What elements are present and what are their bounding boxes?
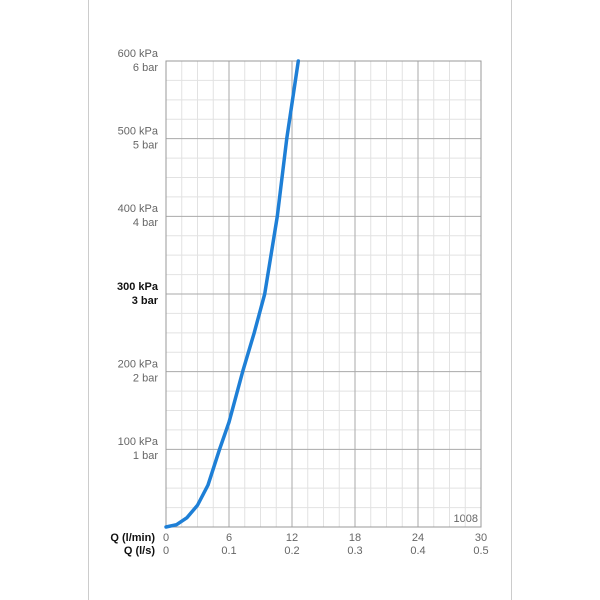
- x-tick-label: 30: [475, 532, 487, 544]
- annotation: 1008: [454, 513, 478, 525]
- x2-tick-label: 0: [163, 545, 169, 557]
- x-tick-label: 6: [226, 532, 232, 544]
- y-tick-label: 200 kPa: [118, 359, 159, 371]
- y-tick-label: 300 kPa: [117, 281, 159, 293]
- x2-tick-label: 0.4: [410, 545, 425, 557]
- plot-frame: [165, 60, 482, 528]
- curve: [164, 59, 301, 529]
- y-tick-label: 100 kPa: [118, 436, 159, 448]
- x-axis-label: Q (l/min): [110, 532, 155, 544]
- x2-tick-label: 0.5: [473, 545, 488, 557]
- x-tick-label: 24: [412, 532, 424, 544]
- x2-axis-label: Q (l/s): [124, 545, 156, 557]
- y2-tick-label: 5 bar: [133, 140, 158, 152]
- y2-tick-label: 3 bar: [132, 295, 159, 307]
- y2-tick-label: 4 bar: [133, 217, 158, 229]
- x-tick-label: 0: [163, 532, 169, 544]
- y2-tick-label: 6 bar: [133, 62, 158, 74]
- x-tick-label: 12: [286, 532, 298, 544]
- x2-tick-label: 0.3: [347, 545, 362, 557]
- y2-tick-label: 2 bar: [133, 373, 158, 385]
- x-tick-label: 18: [349, 532, 361, 544]
- y-tick-label: 500 kPa: [118, 126, 159, 138]
- y-tick-label: 400 kPa: [118, 203, 159, 215]
- x2-tick-label: 0.2: [284, 545, 299, 557]
- x2-tick-label: 0.1: [221, 545, 236, 557]
- y-tick-label: 600 kPa: [118, 48, 159, 60]
- y2-tick-label: 1 bar: [133, 450, 158, 462]
